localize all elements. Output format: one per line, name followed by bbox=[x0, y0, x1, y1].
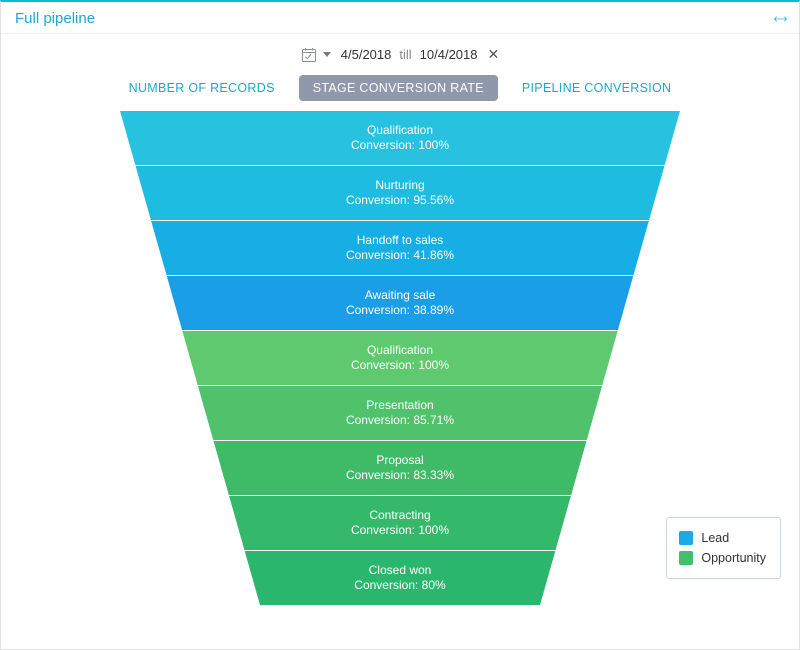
tab-stage-conversion-rate[interactable]: STAGE CONVERSION RATE bbox=[299, 75, 498, 101]
stage-name: Contracting bbox=[369, 508, 430, 522]
stage-conversion: Conversion: 80% bbox=[354, 578, 446, 592]
stage-conversion: Conversion: 83.33% bbox=[346, 468, 454, 482]
pipeline-panel: Full pipeline ⤢ 4/5/2018 till 10/4/2018 … bbox=[0, 0, 800, 650]
date-till-label: till bbox=[399, 47, 411, 62]
stage-name: Proposal bbox=[376, 453, 423, 467]
stage-conversion: Conversion: 41.86% bbox=[346, 248, 454, 262]
stage-conversion: Conversion: 100% bbox=[351, 523, 449, 537]
stage-conversion: Conversion: 100% bbox=[351, 138, 449, 152]
legend-item-opportunity: Opportunity bbox=[679, 548, 766, 568]
date-end[interactable]: 10/4/2018 bbox=[420, 47, 478, 62]
funnel-svg: QualificationConversion: 100%NurturingCo… bbox=[100, 111, 700, 605]
panel-header: Full pipeline ⤢ bbox=[1, 2, 799, 34]
stage-name: Nurturing bbox=[375, 178, 424, 192]
date-filter: 4/5/2018 till 10/4/2018 ✕ bbox=[1, 34, 799, 73]
stage-conversion: Conversion: 95.56% bbox=[346, 193, 454, 207]
legend-item-lead: Lead bbox=[679, 528, 766, 548]
collapse-icon[interactable]: ⤢ bbox=[770, 9, 789, 28]
panel-title: Full pipeline bbox=[15, 10, 95, 27]
tab-number-of-records[interactable]: NUMBER OF RECORDS bbox=[115, 75, 289, 101]
stage-name: Presentation bbox=[366, 398, 433, 412]
stage-name: Qualification bbox=[367, 123, 433, 137]
metric-tabs: NUMBER OF RECORDS STAGE CONVERSION RATE … bbox=[1, 73, 799, 111]
legend-swatch-lead bbox=[679, 531, 693, 545]
stage-conversion: Conversion: 100% bbox=[351, 358, 449, 372]
stage-name: Handoff to sales bbox=[357, 233, 444, 247]
legend: Lead Opportunity bbox=[666, 517, 781, 579]
stage-conversion: Conversion: 85.71% bbox=[346, 413, 454, 427]
date-dropdown-caret-icon[interactable] bbox=[323, 52, 331, 57]
tab-pipeline-conversion[interactable]: PIPELINE CONVERSION bbox=[508, 75, 686, 101]
stage-name: Awaiting sale bbox=[365, 288, 436, 302]
legend-label-lead: Lead bbox=[701, 531, 729, 545]
calendar-icon[interactable] bbox=[301, 47, 317, 63]
legend-label-opportunity: Opportunity bbox=[701, 551, 766, 565]
stage-name: Qualification bbox=[367, 343, 433, 357]
funnel-chart: QualificationConversion: 100%NurturingCo… bbox=[1, 111, 799, 609]
legend-swatch-opportunity bbox=[679, 551, 693, 565]
clear-date-icon[interactable]: ✕ bbox=[488, 46, 500, 63]
stage-name: Closed won bbox=[369, 563, 432, 577]
stage-conversion: Conversion: 38.89% bbox=[346, 303, 454, 317]
date-start[interactable]: 4/5/2018 bbox=[341, 47, 392, 62]
